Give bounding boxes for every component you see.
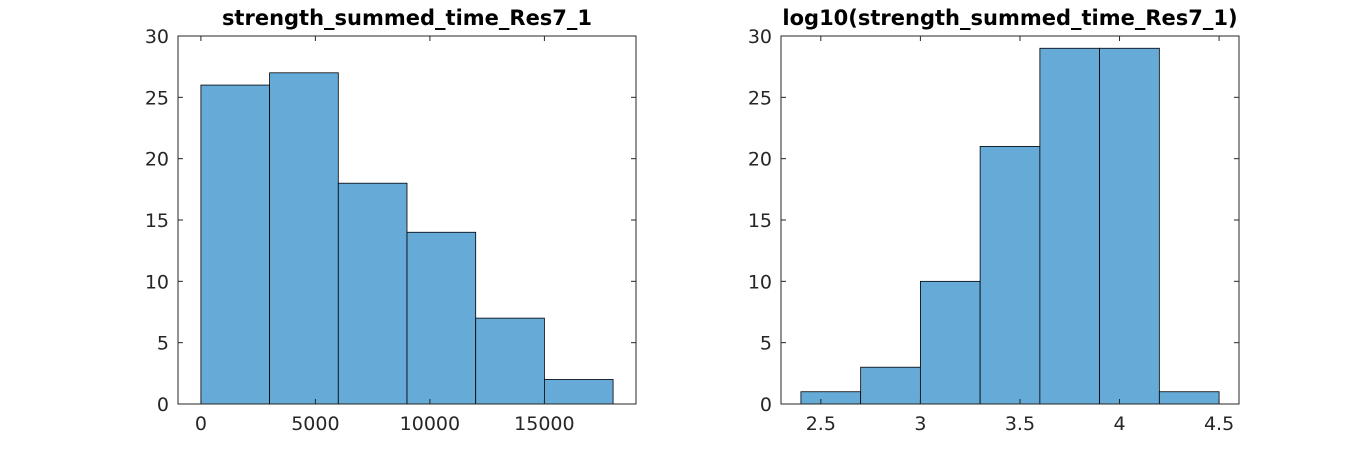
chart-title: log10(strength_summed_time_Res7_1) [782,6,1237,30]
x-tick-label: 4.5 [1204,413,1234,435]
bar-group [800,47,1220,405]
y-tick-label: 30 [145,26,169,48]
bar-group [200,72,614,405]
histogram-bar [406,231,477,405]
y-tick-label: 25 [145,87,169,109]
y-tick-label: 10 [145,271,169,293]
y-tick-label: 15 [145,210,169,232]
x-tick-label: 5000 [291,413,339,435]
x-tick-label: 10000 [400,413,460,435]
histogram-bar [1158,391,1220,405]
y-tick-label: 20 [145,149,169,171]
axes-box [177,35,637,405]
y-tick-label: 0 [760,394,772,416]
histogram-right: log10(strength_summed_time_Res7_1) 2.5 3 3… [748,6,1240,435]
x-tick-label: 3 [914,413,926,435]
histogram-bar [475,317,545,405]
y-tick-label: 15 [748,210,772,232]
y-tick-label: 30 [748,26,772,48]
histogram-bar [1099,47,1160,405]
y-tick-label: 0 [157,394,169,416]
histogram-bar [200,84,270,405]
histogram-bar [919,280,981,405]
tick-group: 0 5000 10000 15000 0 5 10 15 20 25 30 [145,26,636,435]
histogram-bar [269,72,339,405]
chart-title: strength_summed_time_Res7_1 [222,6,592,30]
histogram-bar [979,145,1041,405]
x-tick-label: 0 [195,413,207,435]
y-tick-label: 20 [748,149,772,171]
axes-box [780,35,1240,405]
x-tick-label: 3.5 [1005,413,1035,435]
y-tick-label: 5 [157,333,169,355]
histogram-bar [1039,47,1101,405]
x-tick-label: 15000 [514,413,574,435]
histogram-bar [800,391,862,405]
y-tick-label: 25 [748,87,772,109]
histogram-left: strength_summed_time_Res7_1 0 5000 10000 15… [145,6,637,435]
histogram-bar [860,366,921,405]
x-tick-label: 2.5 [806,413,836,435]
histogram-bar [337,182,408,405]
y-tick-label: 5 [760,333,772,355]
tick-group: 2.5 3 3.5 4 4.5 0 5 10 15 20 25 30 [748,26,1239,435]
histogram-bar [544,379,614,405]
x-tick-label: 4 [1113,413,1125,435]
y-tick-label: 10 [748,271,772,293]
